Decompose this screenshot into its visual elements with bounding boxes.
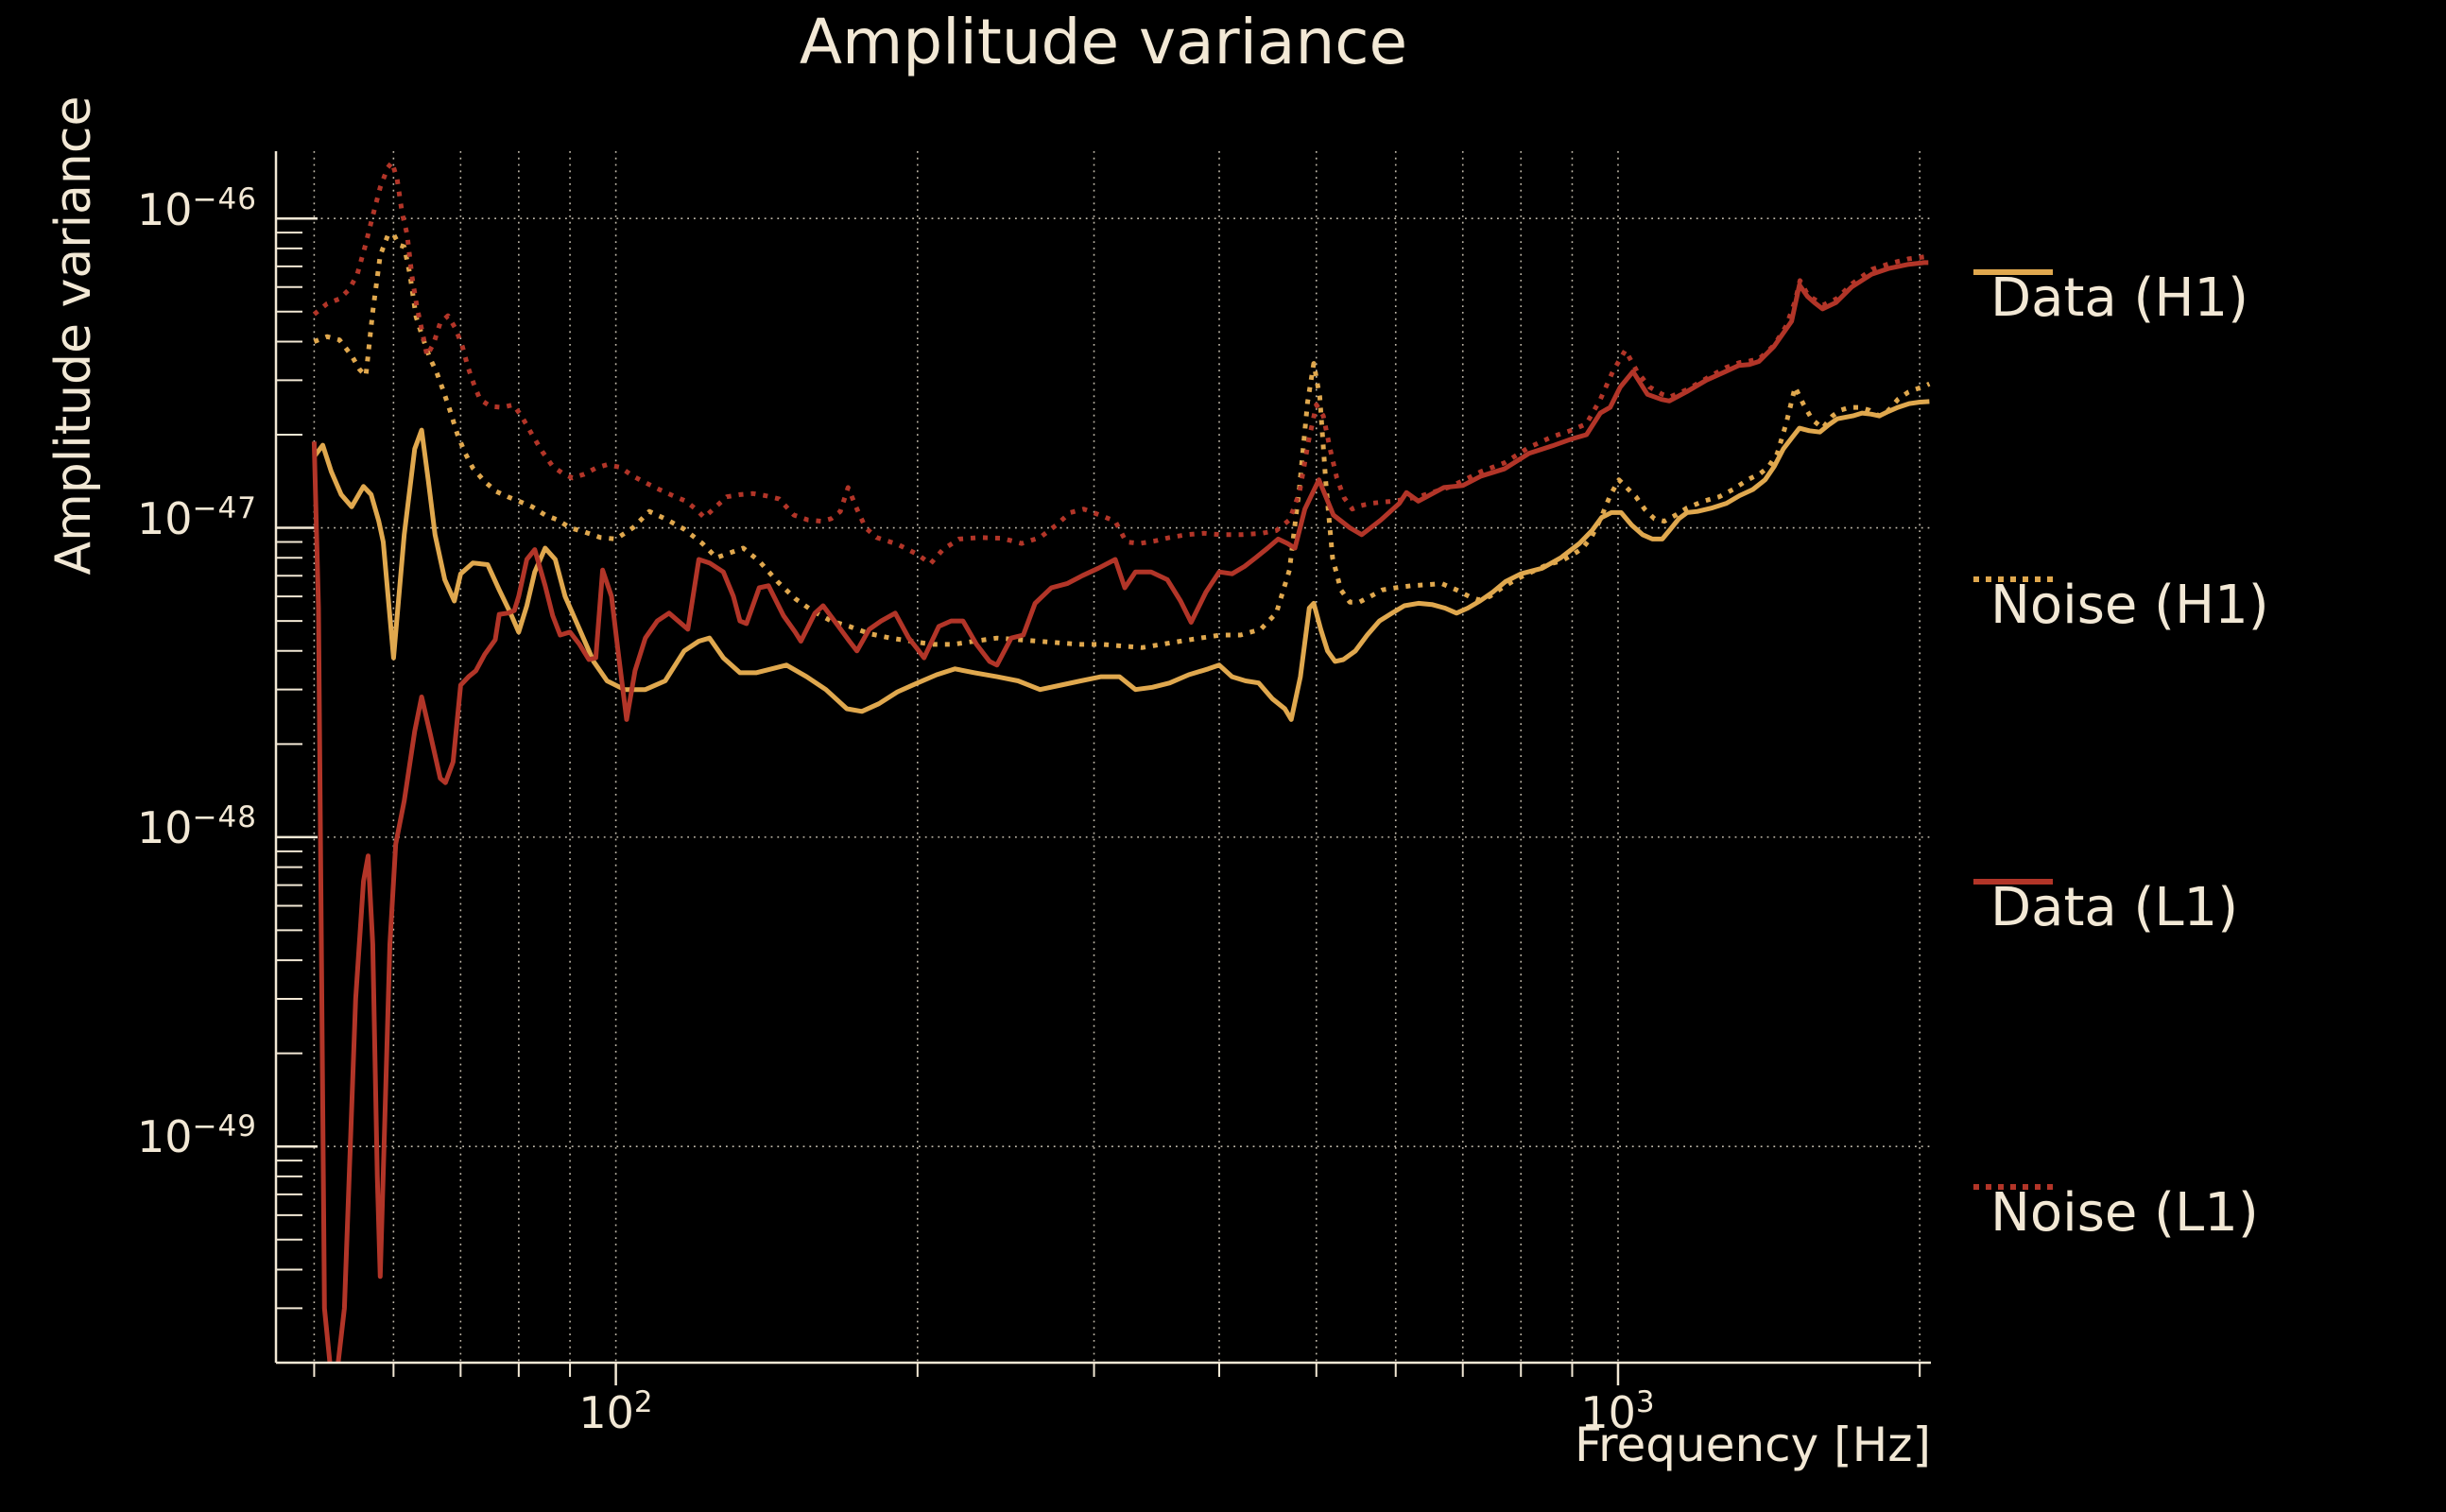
legend-line-noise-l1-dotted [1973,1184,2053,1190]
series-noise-h1-line [313,232,1931,650]
legend-label: Noise (L1) [1990,1181,2259,1244]
legend-label: Noise (H1) [1990,574,2269,636]
series-data-h1-line [312,399,1930,722]
series-noise-l1-line [312,160,1930,567]
legend-line-data-h1-solid [1973,269,2053,275]
y-tick-label-1e-49: 10−49 [137,1109,257,1162]
chart-title: Amplitude variance [799,6,1408,78]
legend-label: Data (H1) [1990,266,2248,329]
legend-item-data-l1: Data (L1) [1973,876,2239,938]
y-tick-label-1e-46: 10−46 [137,182,257,235]
x-tick-label-1000: 103 [1580,1385,1656,1438]
x-axis-title: Frequency [Hz] [1574,1418,1931,1472]
legend-item-data-h1: Data (H1) [1973,266,2248,329]
legend-item-noise-h1: Noise (H1) [1973,574,2269,636]
legend: Data (H1) Noise (H1) Data (L1) Noise (L1… [1973,0,2446,1512]
legend-item-noise-l1: Noise (L1) [1973,1181,2259,1244]
legend-line-noise-h1-dotted [1973,576,2053,582]
legend-line-data-l1-solid [1973,879,2053,885]
y-tick-label-1e-47: 10−47 [137,491,257,544]
x-tick-label-100: 102 [578,1385,654,1438]
y-tick-label-1e-48: 10−48 [137,800,257,853]
legend-label: Data (L1) [1990,876,2239,938]
series-data-l1-line [311,260,1929,1363]
